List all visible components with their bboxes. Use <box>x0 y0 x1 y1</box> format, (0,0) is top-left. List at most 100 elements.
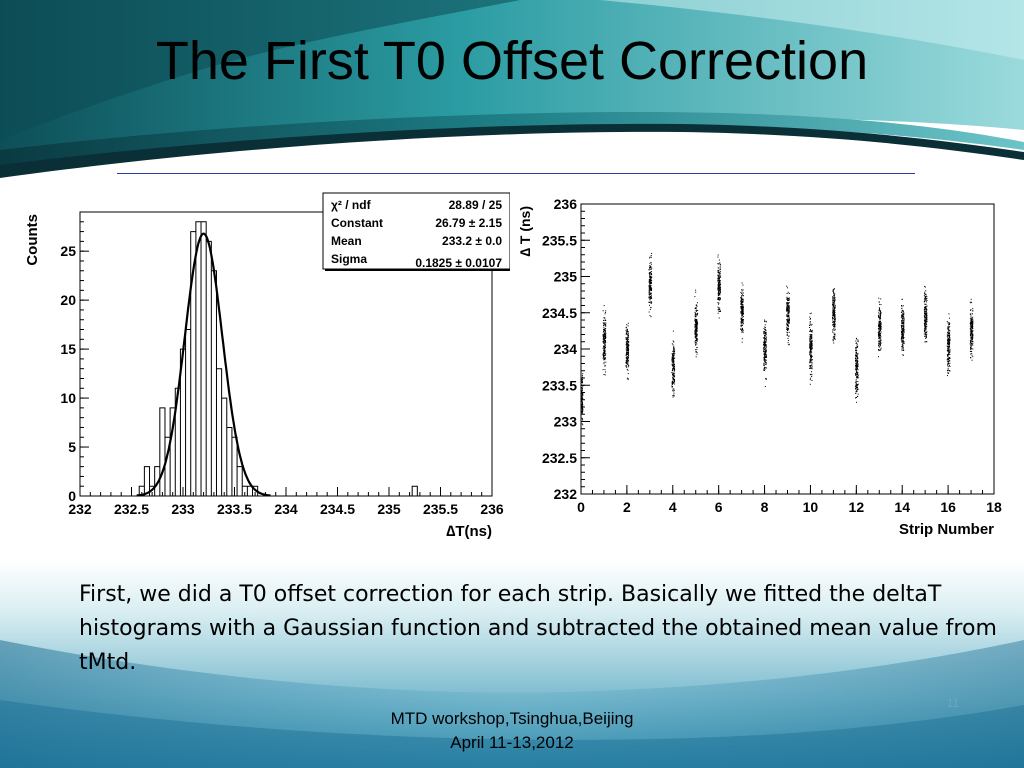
scatter-point <box>718 279 720 281</box>
scatter-point <box>878 297 880 299</box>
scatter-point <box>650 288 652 290</box>
scatter-point <box>809 359 811 361</box>
strip-10 <box>809 312 813 385</box>
scatter-point <box>926 331 928 333</box>
scatter-point <box>855 348 857 350</box>
scatter-point <box>694 319 696 321</box>
scatter-point <box>603 374 605 375</box>
scatter-point <box>673 392 675 394</box>
scatter-point <box>925 298 927 300</box>
scatter-point <box>880 298 882 300</box>
scatter-point <box>695 312 696 314</box>
scatter-point <box>947 339 949 341</box>
scatter-point <box>626 339 628 341</box>
scatter-point <box>718 293 720 295</box>
scatter-point <box>605 335 607 337</box>
scatter-point <box>673 372 675 374</box>
scatter-point <box>603 305 605 307</box>
scatter-point <box>902 310 904 312</box>
scatter-point <box>972 356 974 358</box>
scatter-point <box>626 342 628 344</box>
scatter-point <box>581 393 583 395</box>
scatter-point <box>901 314 903 316</box>
scatter-point <box>650 261 652 263</box>
scatter-point <box>763 349 765 351</box>
scatter-point <box>949 326 951 328</box>
scatter-point <box>879 316 881 318</box>
scatter-point <box>627 353 629 355</box>
scatter-point <box>695 332 697 334</box>
scatter-point <box>649 276 651 277</box>
scatter-point <box>855 386 857 388</box>
scatter-point <box>855 385 857 387</box>
scatter-point <box>603 356 605 358</box>
scatter-point <box>948 353 950 355</box>
scatter-point <box>833 327 835 329</box>
scatter-point <box>626 334 628 336</box>
scatter-point <box>971 325 973 327</box>
scatter-point <box>673 346 675 348</box>
scatter-point <box>742 300 744 302</box>
scatter-point <box>925 296 927 298</box>
scatter-point <box>741 301 743 303</box>
scatter-point <box>673 341 675 343</box>
scatter-point <box>627 354 629 355</box>
x-tick-label: 233 <box>171 501 195 517</box>
scatter-point <box>809 365 811 367</box>
scatter-point <box>604 328 606 330</box>
scatter-point <box>627 351 629 353</box>
scatter-point <box>717 267 719 269</box>
scatter-point <box>787 304 789 306</box>
scatter-point <box>833 288 835 290</box>
scatter-point <box>856 385 858 387</box>
scatter-point <box>926 319 928 321</box>
scatter-point <box>902 313 904 315</box>
scatter-point <box>763 348 765 350</box>
scatter-point <box>648 289 650 291</box>
scatter-point <box>880 325 882 327</box>
scatter-point <box>627 379 629 381</box>
scatter-point <box>786 314 788 316</box>
y-tick-label: 20 <box>60 292 76 308</box>
scatter-point <box>764 326 766 328</box>
scatter-point <box>833 311 835 313</box>
scatter-point <box>649 280 651 282</box>
scatter-point <box>786 303 788 305</box>
scatter-point <box>765 336 767 338</box>
scatter-point <box>925 334 927 336</box>
scatter-point <box>764 342 766 344</box>
scatter-point <box>604 336 606 338</box>
scatter-point <box>946 358 948 360</box>
scatter-point <box>786 285 788 287</box>
scatter-point <box>672 378 674 380</box>
scatter-point <box>786 308 788 310</box>
scatter-point <box>764 345 766 347</box>
scatter-point <box>970 342 971 343</box>
scatter-point <box>582 409 584 411</box>
scatter-point <box>948 324 949 326</box>
scatter-point <box>719 263 721 265</box>
strip-11 <box>832 288 836 344</box>
scatter-point <box>719 277 721 278</box>
scatter-point <box>810 366 812 368</box>
scatter-point <box>626 345 628 347</box>
scatter-point <box>833 314 835 316</box>
scatter-point <box>901 309 903 311</box>
scatter-point <box>788 308 790 310</box>
scatter-point <box>949 332 951 334</box>
scatter-point <box>625 339 627 340</box>
scatter-point <box>764 355 766 357</box>
scatter-point <box>694 340 696 342</box>
scatter-point <box>650 263 652 265</box>
scatter-point <box>627 346 629 347</box>
scatter-point <box>765 353 767 355</box>
scatter-point <box>764 361 766 363</box>
scatter-point <box>833 313 835 315</box>
scatter-point <box>878 310 880 312</box>
scatter-point <box>947 341 949 343</box>
scatter-point <box>946 369 948 371</box>
scatter-point <box>604 358 606 360</box>
scatter-point <box>695 335 697 337</box>
scatter-point <box>696 337 698 339</box>
scatter-point <box>923 328 925 330</box>
